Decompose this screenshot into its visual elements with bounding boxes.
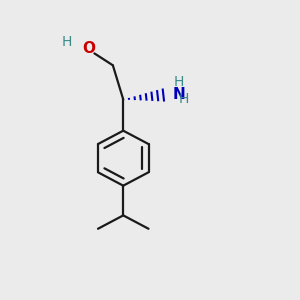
Text: H: H xyxy=(174,75,184,88)
Text: H: H xyxy=(179,92,189,106)
Text: N: N xyxy=(172,87,185,102)
Text: O: O xyxy=(82,41,96,56)
Text: H: H xyxy=(61,34,72,49)
